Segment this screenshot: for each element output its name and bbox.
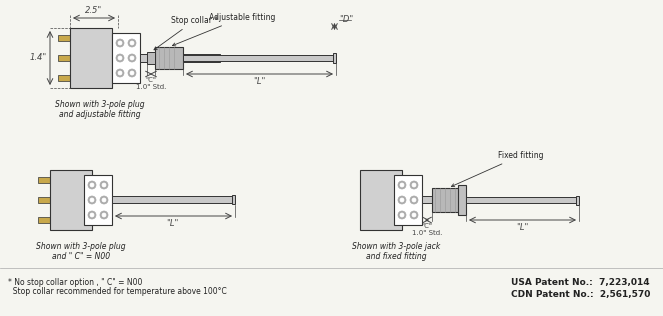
Bar	[112, 196, 232, 203]
Circle shape	[398, 181, 406, 189]
Bar	[422, 196, 432, 203]
Text: USA Patent No.:  7,223,014: USA Patent No.: 7,223,014	[511, 278, 650, 287]
Circle shape	[128, 54, 136, 62]
Circle shape	[100, 196, 108, 204]
Text: "L": "L"	[516, 223, 528, 232]
Bar	[50, 170, 92, 230]
Circle shape	[412, 198, 416, 202]
Circle shape	[412, 183, 416, 187]
Circle shape	[90, 213, 94, 217]
Text: Shown with 3-pole plug
and " C" = N00: Shown with 3-pole plug and " C" = N00	[36, 242, 126, 261]
Text: Shown with 3-pole jack
and fixed fitting: Shown with 3-pole jack and fixed fitting	[352, 242, 440, 261]
Circle shape	[130, 71, 134, 75]
Bar	[155, 47, 183, 69]
Circle shape	[400, 213, 404, 217]
Text: Stop collar recommended for temperature above 100°C: Stop collar recommended for temperature …	[8, 287, 227, 296]
Bar	[38, 177, 50, 183]
Text: CDN Patent No.:  2,561,570: CDN Patent No.: 2,561,570	[511, 290, 650, 299]
Circle shape	[116, 69, 124, 77]
Bar	[432, 188, 464, 212]
Circle shape	[118, 41, 122, 45]
Bar	[576, 196, 579, 204]
Circle shape	[118, 56, 122, 60]
Bar	[38, 197, 50, 203]
Circle shape	[116, 54, 124, 62]
Circle shape	[90, 198, 94, 202]
Circle shape	[88, 196, 96, 204]
Circle shape	[400, 198, 404, 202]
Bar	[112, 33, 140, 83]
Bar	[140, 54, 220, 62]
Circle shape	[400, 183, 404, 187]
Text: "D": "D"	[339, 15, 353, 25]
Text: Stop collar *: Stop collar *	[154, 16, 218, 50]
Bar	[360, 170, 402, 230]
Text: "L": "L"	[166, 219, 178, 228]
Circle shape	[90, 183, 94, 187]
Circle shape	[88, 211, 96, 219]
Bar	[58, 55, 70, 61]
Bar	[70, 28, 112, 88]
Circle shape	[116, 39, 124, 47]
Bar	[458, 185, 466, 215]
Bar	[58, 35, 70, 41]
Circle shape	[128, 39, 136, 47]
Circle shape	[128, 69, 136, 77]
Circle shape	[412, 213, 416, 217]
Circle shape	[410, 211, 418, 219]
Text: * No stop collar option , " C" = N00: * No stop collar option , " C" = N00	[8, 278, 143, 287]
Circle shape	[130, 56, 134, 60]
Text: Adjustable fitting: Adjustable fitting	[172, 13, 275, 46]
Bar	[84, 175, 112, 225]
Circle shape	[410, 196, 418, 204]
Bar	[466, 197, 576, 203]
Circle shape	[100, 211, 108, 219]
Circle shape	[88, 181, 96, 189]
Text: Fixed fitting: Fixed fitting	[452, 151, 544, 187]
Bar	[58, 75, 70, 81]
Text: Shown with 3-pole plug
and adjustable fitting: Shown with 3-pole plug and adjustable fi…	[55, 100, 145, 119]
Text: "C"
1.0" Std.: "C" 1.0" Std.	[412, 223, 442, 236]
Bar	[147, 52, 155, 64]
Text: "C"
1.0" Std.: "C" 1.0" Std.	[136, 77, 166, 90]
Bar	[333, 53, 336, 63]
Circle shape	[398, 211, 406, 219]
Circle shape	[102, 183, 106, 187]
Text: "L": "L"	[253, 77, 266, 86]
Circle shape	[102, 198, 106, 202]
Bar	[183, 55, 333, 61]
Text: 2.5": 2.5"	[86, 6, 103, 15]
Circle shape	[118, 71, 122, 75]
Bar	[38, 217, 50, 223]
Bar	[394, 175, 422, 225]
Bar	[232, 195, 235, 204]
Circle shape	[100, 181, 108, 189]
Circle shape	[102, 213, 106, 217]
Circle shape	[410, 181, 418, 189]
Circle shape	[398, 196, 406, 204]
Circle shape	[130, 41, 134, 45]
Text: 1.4": 1.4"	[30, 53, 47, 63]
